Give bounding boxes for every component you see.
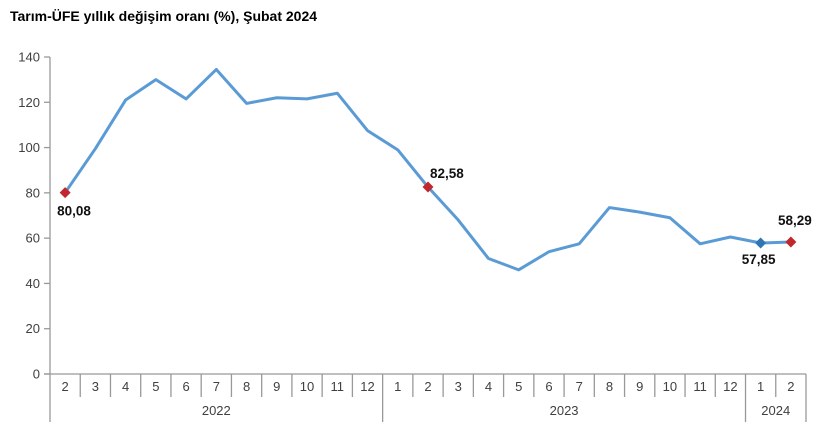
y-axis-label: 100 [18, 140, 40, 155]
series-line [63, 67, 793, 272]
chart-title: Tarım-ÜFE yıllık değişim oranı (%), Şuba… [10, 8, 318, 24]
month-label: 10 [663, 379, 677, 394]
y-axis-label: 0 [33, 367, 40, 382]
month-label: 7 [576, 379, 583, 394]
month-label: 1 [757, 379, 764, 394]
month-label: 3 [92, 379, 99, 394]
month-label: 4 [122, 379, 129, 394]
month-label: 2 [424, 379, 431, 394]
month-label: 11 [331, 379, 345, 394]
marker-red-diamond [422, 181, 434, 193]
month-label: 5 [152, 379, 159, 394]
y-axis-label: 140 [18, 50, 40, 65]
y-axis-label: 20 [26, 321, 40, 336]
month-label: 2 [62, 379, 69, 394]
year-label: 2022 [202, 403, 231, 418]
data-point-label: 80,08 [57, 204, 91, 219]
month-label: 8 [606, 379, 613, 394]
data-point-label: 57,85 [742, 252, 776, 267]
month-label: 9 [636, 379, 643, 394]
y-axis-label: 40 [26, 276, 40, 291]
month-label: 6 [545, 379, 552, 394]
y-axis-label: 80 [26, 185, 40, 200]
month-label: 9 [273, 379, 280, 394]
marker-red-diamond [785, 236, 797, 248]
month-label: 6 [182, 379, 189, 394]
year-label: 2023 [550, 403, 579, 418]
y-axis-label: 60 [26, 231, 40, 246]
month-label: 12 [723, 379, 737, 394]
data-point-label: 82,58 [430, 166, 464, 181]
month-label: 12 [360, 379, 374, 394]
month-label: 7 [213, 379, 220, 394]
month-label: 1 [394, 379, 401, 394]
month-label: 8 [243, 379, 250, 394]
y-axis-label: 120 [18, 95, 40, 110]
month-label: 10 [300, 379, 314, 394]
month-label: 3 [455, 379, 462, 394]
marker-blue-diamond [755, 237, 767, 249]
month-label: 5 [515, 379, 522, 394]
year-label: 2024 [761, 403, 790, 418]
month-label: 4 [485, 379, 492, 394]
marker-red-diamond [59, 187, 71, 199]
month-label: 11 [693, 379, 707, 394]
data-point-label: 58,29 [778, 213, 812, 228]
month-label: 2 [787, 379, 794, 394]
